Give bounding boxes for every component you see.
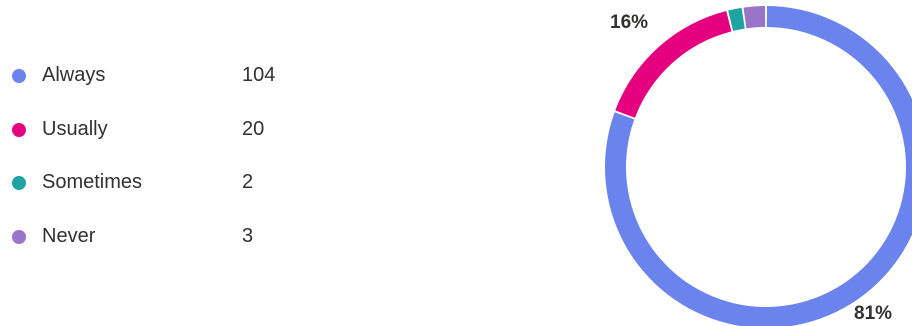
donut-chart-svg: 81% 16%: [605, 6, 912, 326]
legend-item-always: Always 104: [12, 62, 312, 89]
donut-chart: 81% 16%: [590, 0, 912, 326]
slice-sometimes: [728, 7, 745, 31]
legend-item-never: Never 3: [12, 223, 312, 250]
legend-marker-always: [12, 69, 26, 83]
slice-label-always: 81%: [854, 303, 892, 324]
legend-count-sometimes: 2: [242, 171, 254, 193]
slice-label-usually: 16%: [610, 12, 648, 33]
legend-item-usually: Usually 20: [12, 116, 312, 143]
legend-marker-usually: [12, 122, 26, 137]
legend-item-sometimes: Sometimes 2: [12, 169, 312, 196]
legend-marker-sometimes: [12, 176, 26, 190]
legend-count-always: 104: [242, 64, 276, 86]
legend-label-always: Always: [42, 64, 106, 86]
legend-count-never: 3: [242, 224, 254, 247]
slice-never: [743, 6, 766, 29]
slice-always: [605, 6, 912, 326]
legend-count-usually: 20: [242, 117, 265, 140]
legend-label-never: Never: [42, 224, 96, 247]
legend-marker-never: [12, 229, 26, 244]
slice-usually: [615, 10, 732, 118]
legend-label-sometimes: Sometimes: [42, 171, 143, 193]
chart-legend: Always 104 Usually 20 Sometimes 2 Never …: [12, 62, 312, 276]
legend-label-usually: Usually: [42, 117, 108, 140]
